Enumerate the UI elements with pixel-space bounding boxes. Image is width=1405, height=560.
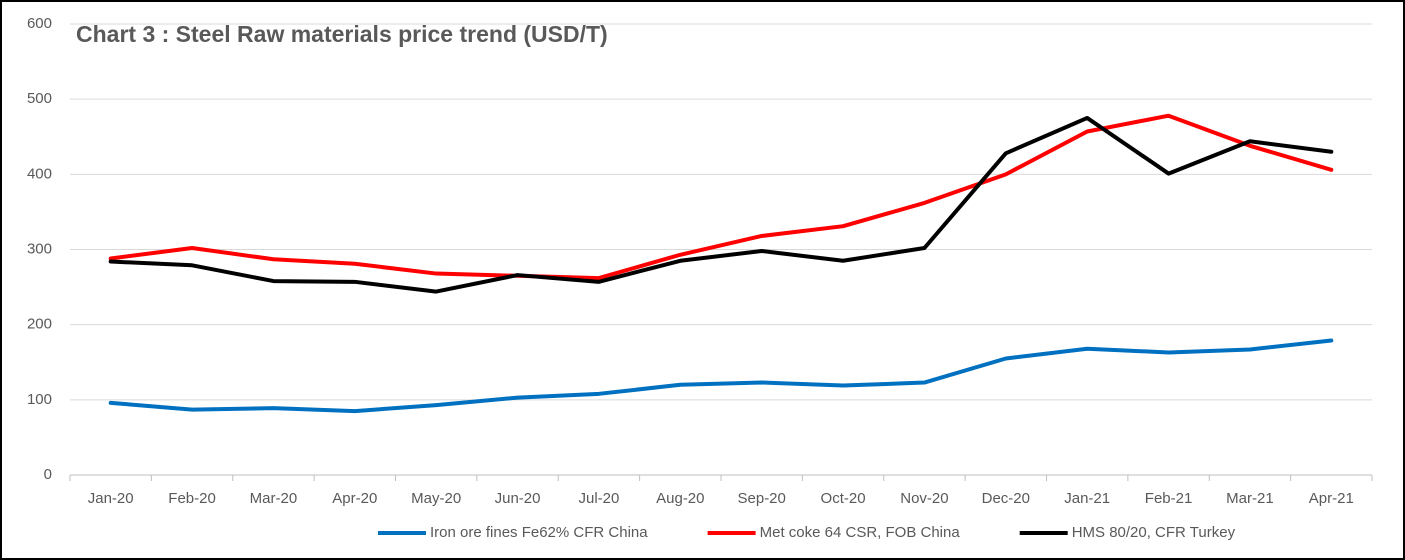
- x-tick-label: May-20: [411, 490, 461, 507]
- chart-title: Chart 3 : Steel Raw materials price tren…: [76, 21, 608, 47]
- x-tick-label: Mar-20: [250, 490, 298, 507]
- x-tick-label: Jul-20: [579, 490, 620, 507]
- y-tick-label: 0: [44, 466, 52, 483]
- x-tick-label: Feb-21: [1145, 490, 1193, 507]
- x-tick-label: Apr-20: [332, 490, 377, 507]
- x-tick-label: Nov-20: [900, 490, 948, 507]
- x-tick-label: Feb-20: [168, 490, 216, 507]
- legend-label: HMS 80/20, CFR Turkey: [1072, 524, 1236, 541]
- x-tick-label: Apr-21: [1309, 490, 1354, 507]
- y-tick-label: 300: [27, 240, 52, 257]
- x-tick-label: Dec-20: [982, 490, 1030, 507]
- series-line: [108, 338, 1334, 414]
- series-line: [108, 113, 1334, 281]
- x-tick-label: Mar-21: [1226, 490, 1274, 507]
- series-line: [108, 115, 1334, 294]
- x-tick-label: Aug-20: [656, 490, 704, 507]
- x-tick-label: Jan-20: [88, 490, 134, 507]
- x-tick-label: Jan-21: [1064, 490, 1110, 507]
- y-tick-label: 400: [27, 165, 52, 182]
- x-tick-label: Jun-20: [495, 490, 541, 507]
- y-tick-label: 500: [27, 90, 52, 107]
- y-tick-label: 600: [27, 15, 52, 32]
- x-tick-label: Sep-20: [738, 490, 786, 507]
- legend-label: Iron ore fines Fe62% CFR China: [430, 524, 648, 541]
- y-tick-label: 100: [27, 391, 52, 408]
- legend-label: Met coke 64 CSR, FOB China: [760, 524, 961, 541]
- y-tick-label: 200: [27, 316, 52, 333]
- x-tick-label: Oct-20: [821, 490, 866, 507]
